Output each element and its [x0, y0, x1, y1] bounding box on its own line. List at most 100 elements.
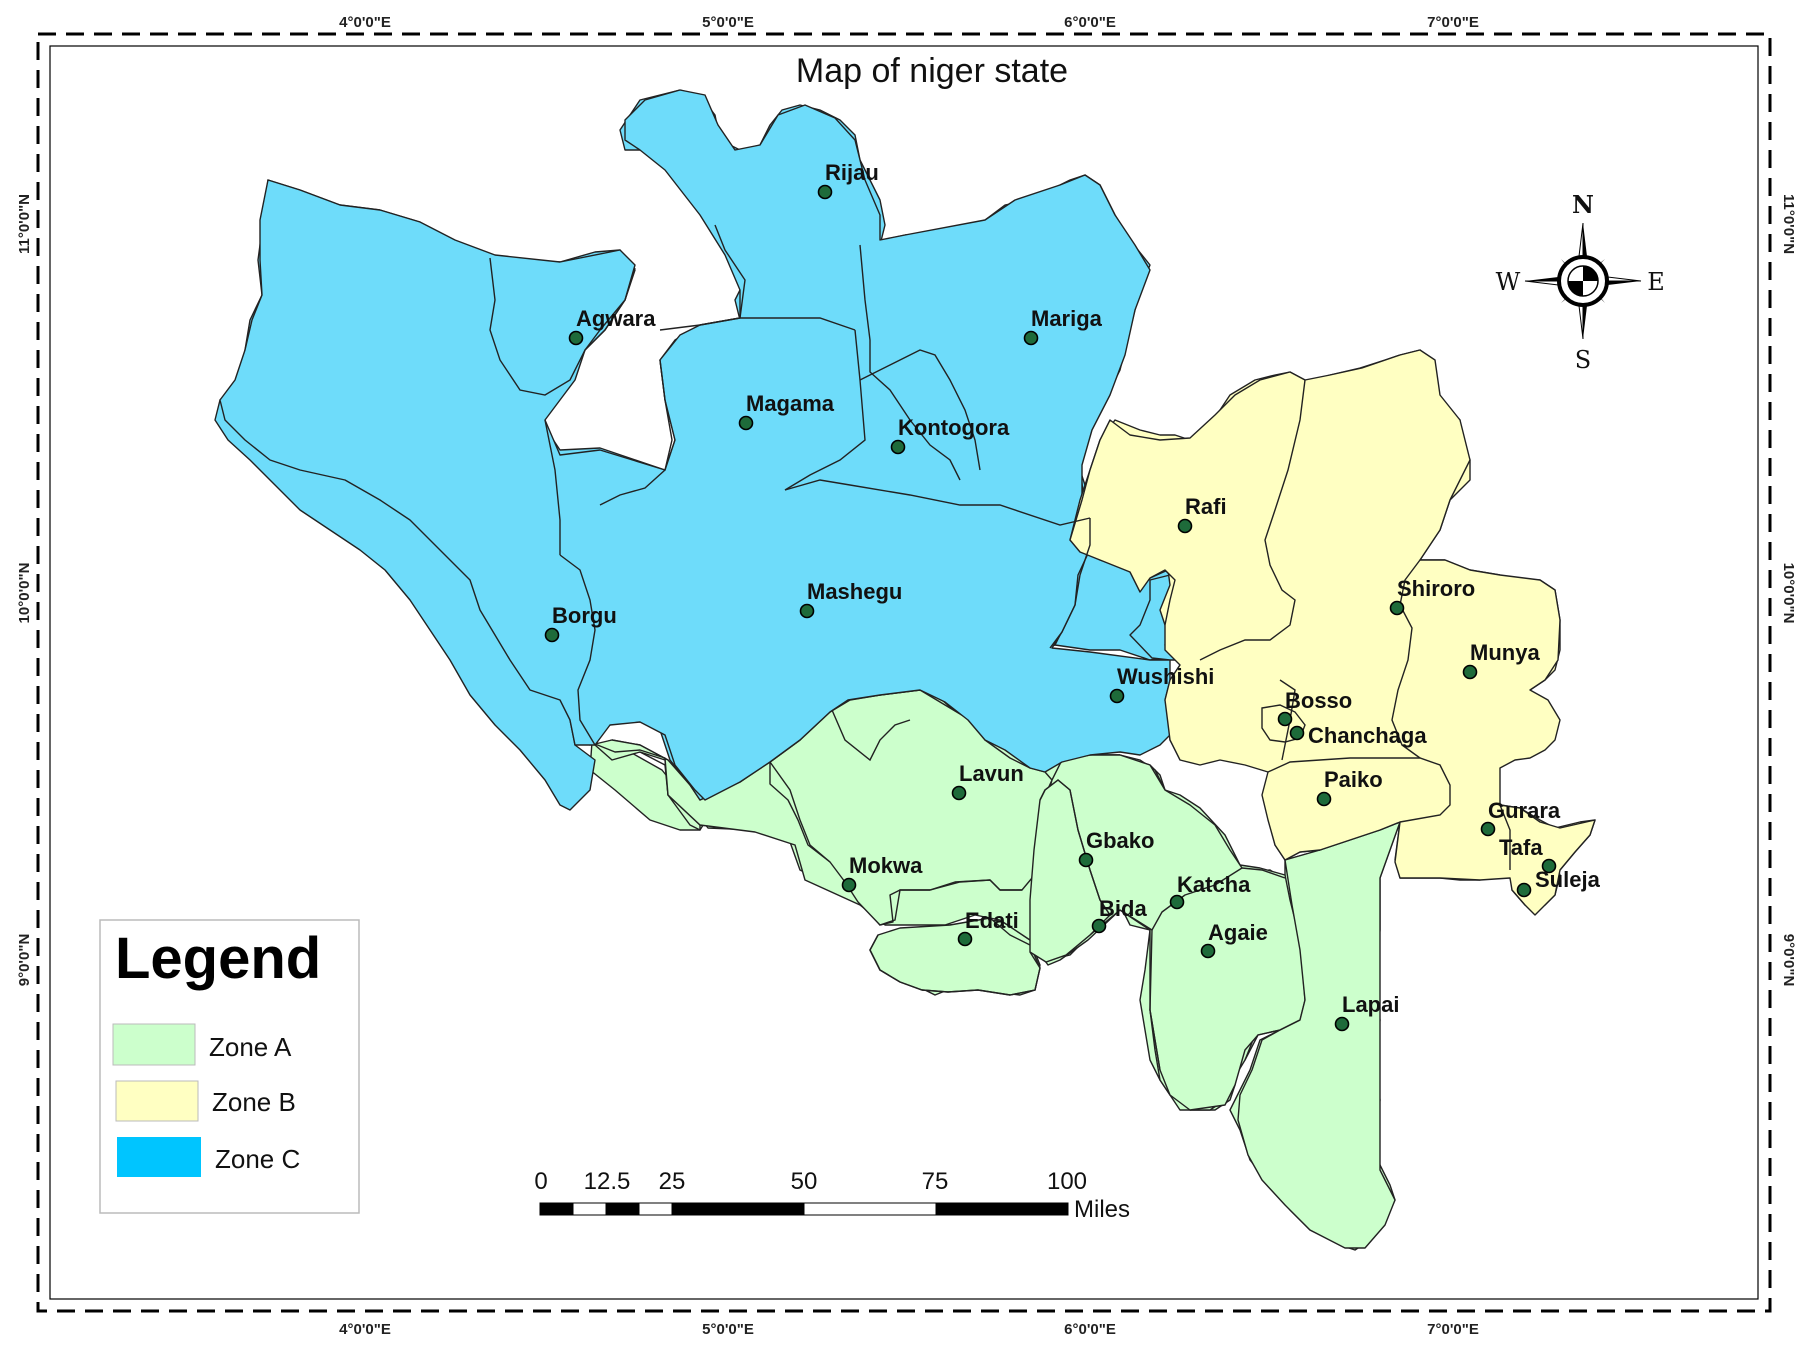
- map-frame: [36, 32, 1772, 1313]
- place-mashegu: Mashegu: [799, 579, 902, 619]
- place-chanchaga: Chanchaga: [1289, 723, 1427, 748]
- lat-label-left: 10°0'0"N: [16, 563, 33, 624]
- svg-text:Gbako: Gbako: [1086, 828, 1154, 853]
- zone-a-regions: [589, 679, 1401, 1251]
- place-suleja: Suleja: [1516, 867, 1601, 898]
- region-zone-c-core: [219, 89, 1176, 801]
- compass-n: N: [1572, 190, 1594, 219]
- place-markers: Rijau Agwara Mariga Magama Kontogora Mas…: [544, 160, 1601, 1032]
- svg-text:Bosso: Bosso: [1285, 688, 1352, 713]
- svg-text:Chanchaga: Chanchaga: [1308, 723, 1427, 748]
- place-bida: Bida: [1091, 896, 1147, 934]
- place-rijau: Rijau: [817, 160, 879, 200]
- svg-text:Katcha: Katcha: [1177, 872, 1251, 897]
- place-wushishi: Wushishi: [1109, 664, 1214, 704]
- compass-rose-icon: N S E W: [1496, 190, 1665, 374]
- place-tafa: Tafa: [1499, 835, 1557, 874]
- svg-text:Wushishi: Wushishi: [1117, 664, 1214, 689]
- svg-text:Bida: Bida: [1099, 896, 1147, 921]
- zone-b-boundary: [1391, 559, 1421, 759]
- svg-text:Tafa: Tafa: [1499, 835, 1543, 860]
- place-mariga: Mariga: [1023, 306, 1103, 346]
- svg-text:Agwara: Agwara: [576, 306, 656, 331]
- zone-b-regions: [1069, 349, 1596, 916]
- lon-label-bottom: 4°0'0"E: [339, 1321, 391, 1338]
- scale-unit: Miles: [1074, 1196, 1130, 1223]
- zone-c-boundaries: [489, 224, 1091, 746]
- scale-tick-label: 0: [534, 1168, 547, 1195]
- place-edati: Edati: [957, 908, 1019, 947]
- place-lavun: Lavun: [951, 761, 1024, 801]
- place-munya: Munya: [1462, 640, 1540, 680]
- zone-b-boundary: [1279, 679, 1296, 761]
- compass-w: W: [1496, 268, 1521, 296]
- svg-text:Mashegu: Mashegu: [807, 579, 902, 604]
- zone-b-boundary: [1199, 379, 1306, 661]
- legend-label-zone-a: Zone A: [209, 1032, 292, 1062]
- zone-b-boundary: [1499, 804, 1511, 870]
- svg-text:Rijau: Rijau: [825, 160, 879, 185]
- scale-tick-label: 50: [791, 1168, 818, 1195]
- svg-text:Magama: Magama: [746, 391, 835, 416]
- map-title: Map of niger state: [796, 52, 1068, 90]
- place-shiroro: Shiroro: [1389, 576, 1475, 616]
- svg-text:Kontogora: Kontogora: [898, 415, 1010, 440]
- svg-text:Lapai: Lapai: [1342, 992, 1399, 1017]
- compass-s: S: [1575, 346, 1591, 374]
- lon-label-top: 7°0'0"E: [1427, 14, 1479, 31]
- svg-text:Mariga: Mariga: [1031, 306, 1103, 331]
- place-lapai: Lapai: [1334, 992, 1399, 1032]
- scale-tick-label: 100: [1047, 1168, 1087, 1195]
- latitude-labels: 11°0'0"N 10°0'0"N 9°0'0"N 11°0'0"N 10°0'…: [16, 194, 1797, 986]
- place-rafi: Rafi: [1177, 494, 1227, 534]
- svg-text:Borgu: Borgu: [552, 603, 617, 628]
- place-agaie: Agaie: [1200, 920, 1268, 959]
- place-gurara: Gurara: [1480, 798, 1561, 837]
- lon-label-top: 6°0'0"E: [1064, 14, 1116, 31]
- longitude-labels: 4°0'0"E 5°0'0"E 6°0'0"E 7°0'0"E 4°0'0"E …: [339, 14, 1479, 1338]
- lat-label-left: 9°0'0"N: [16, 934, 33, 987]
- legend-label-zone-b: Zone B: [212, 1087, 296, 1117]
- zone-a-boundaries: [769, 709, 1301, 1071]
- place-bosso: Bosso: [1277, 688, 1352, 727]
- legend: Legend Zone A Zone B Zone C: [99, 919, 360, 1214]
- svg-text:Edati: Edati: [965, 908, 1019, 933]
- svg-text:Rafi: Rafi: [1185, 494, 1227, 519]
- lon-label-bottom: 6°0'0"E: [1064, 1321, 1116, 1338]
- scale-tick-label: 25: [659, 1168, 686, 1195]
- lat-label-left: 11°0'0"N: [16, 194, 33, 254]
- svg-text:Agaie: Agaie: [1208, 920, 1268, 945]
- lon-label-top: 5°0'0"E: [702, 14, 754, 31]
- legend-swatch-zone-b: [115, 1080, 199, 1122]
- lat-label-right: 9°0'0"N: [1780, 934, 1797, 987]
- zone-b-boundary: [1267, 757, 1451, 823]
- zone-b-outline: [1069, 349, 1596, 916]
- svg-text:Shiroro: Shiroro: [1397, 576, 1475, 601]
- svg-text:Munya: Munya: [1470, 640, 1540, 665]
- lat-label-right: 10°0'0"N: [1780, 563, 1797, 624]
- place-kontogora: Kontogora: [890, 415, 1010, 455]
- svg-text:Lavun: Lavun: [959, 761, 1024, 786]
- lat-label-right: 11°0'0"N: [1780, 194, 1797, 254]
- compass-e: E: [1647, 268, 1665, 296]
- place-mokwa: Mokwa: [841, 853, 923, 893]
- place-paiko: Paiko: [1316, 767, 1383, 807]
- svg-text:Mokwa: Mokwa: [849, 853, 923, 878]
- legend-title: Legend: [115, 926, 321, 991]
- place-agwara: Agwara: [568, 306, 656, 346]
- scale-tick-label: 12.5: [584, 1168, 631, 1195]
- place-katcha: Katcha: [1169, 872, 1251, 910]
- place-magama: Magama: [738, 391, 835, 431]
- svg-text:Suleja: Suleja: [1535, 867, 1601, 892]
- svg-text:Paiko: Paiko: [1324, 767, 1383, 792]
- lon-label-top: 4°0'0"E: [339, 14, 391, 31]
- legend-label-zone-c: Zone C: [215, 1144, 300, 1174]
- place-gbako: Gbako: [1078, 828, 1154, 868]
- svg-text:Gurara: Gurara: [1488, 798, 1561, 823]
- legend-swatch-zone-a: [112, 1023, 196, 1066]
- lon-label-bottom: 5°0'0"E: [702, 1321, 754, 1338]
- scale-bar: 0 12.5 25 50 75 100 Miles: [534, 1168, 1130, 1223]
- place-borgu: Borgu: [544, 603, 617, 643]
- zone-c-regions: [214, 89, 1176, 811]
